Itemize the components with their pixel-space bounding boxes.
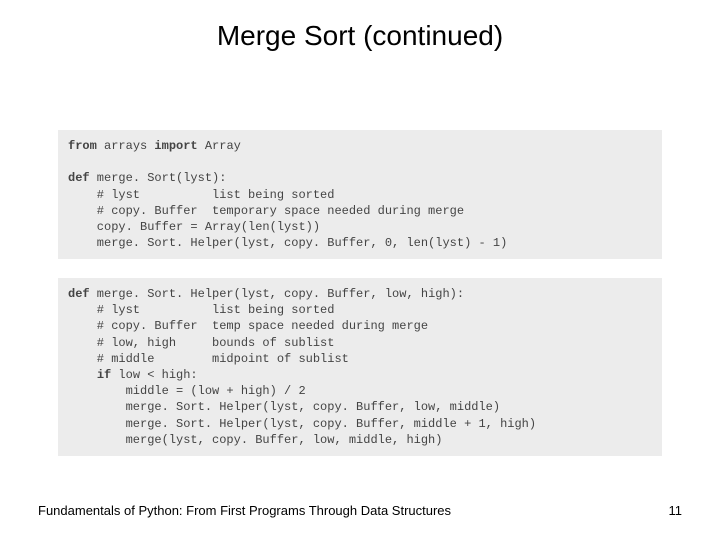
code-token: copy. Buffer = Array(len(lyst)) bbox=[68, 220, 320, 234]
code-token: low < high: bbox=[111, 368, 197, 382]
code-token: # lyst list being sorted bbox=[68, 188, 334, 202]
code-token: import bbox=[154, 139, 197, 153]
code-token: merge. Sort. Helper(lyst, copy. Buffer, … bbox=[68, 417, 536, 431]
code-token: merge. Sort. Helper(lyst, copy. Buffer, … bbox=[90, 287, 464, 301]
code-token: # lyst list being sorted bbox=[68, 303, 334, 317]
code-token: middle = (low + high) / 2 bbox=[68, 384, 306, 398]
code-token: # copy. Buffer temp space needed during … bbox=[68, 319, 428, 333]
slide-title: Merge Sort (continued) bbox=[0, 20, 720, 52]
code-token: # low, high bounds of sublist bbox=[68, 336, 334, 350]
code-token: merge. Sort. Helper(lyst, copy. Buffer, … bbox=[68, 236, 507, 250]
code-token: def bbox=[68, 171, 90, 185]
code-token: merge. Sort. Helper(lyst, copy. Buffer, … bbox=[68, 400, 500, 414]
code-token: # copy. Buffer temporary space needed du… bbox=[68, 204, 464, 218]
code-token: # middle midpoint of sublist bbox=[68, 352, 349, 366]
code-block-mergesorthelper: def merge. Sort. Helper(lyst, copy. Buff… bbox=[58, 278, 662, 456]
code-token: merge(lyst, copy. Buffer, low, middle, h… bbox=[68, 433, 442, 447]
code-token: from bbox=[68, 139, 97, 153]
code-token bbox=[68, 368, 97, 382]
code-token: merge. Sort(lyst): bbox=[90, 171, 227, 185]
code-token: arrays bbox=[97, 139, 155, 153]
footer-text: Fundamentals of Python: From First Progr… bbox=[38, 503, 451, 518]
page-number: 11 bbox=[669, 503, 683, 518]
code-block-mergesort: from arrays import Array def merge. Sort… bbox=[58, 130, 662, 259]
code-token: def bbox=[68, 287, 90, 301]
slide: Merge Sort (continued) from arrays impor… bbox=[0, 0, 720, 540]
code-token: Array bbox=[198, 139, 241, 153]
code-token: if bbox=[97, 368, 111, 382]
